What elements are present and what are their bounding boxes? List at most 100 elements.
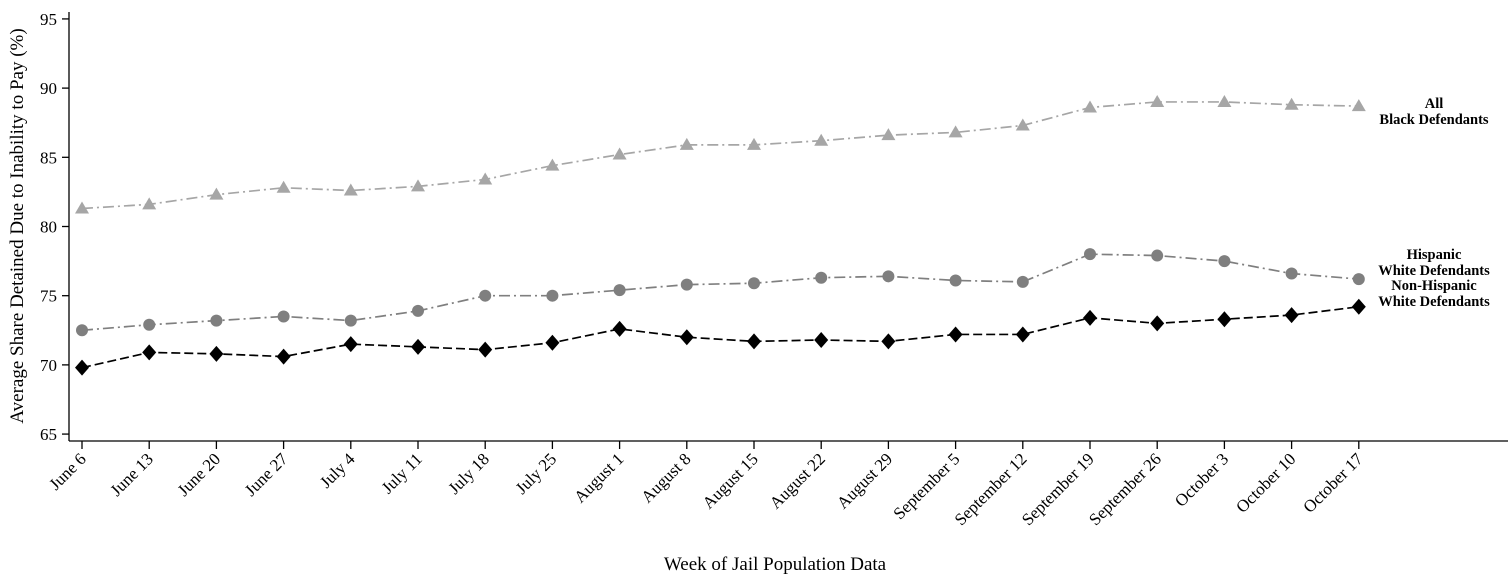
data-point-diamond	[545, 334, 560, 351]
data-point-circle	[882, 270, 895, 283]
y-tick-label: 90	[40, 79, 57, 98]
y-ticks: 65 70 75 80 85 90 95	[40, 10, 69, 444]
data-point-diamond	[814, 331, 829, 348]
series-label: All Black Defendants	[1379, 96, 1489, 128]
data-point-triangle	[276, 180, 291, 193]
data-point-circle	[1084, 248, 1096, 261]
data-point-circle	[546, 289, 559, 302]
data-point-circle	[613, 284, 626, 297]
data-point-triangle	[1351, 99, 1366, 112]
data-point-circle	[412, 304, 424, 317]
x-tick-label: July 25	[512, 449, 561, 498]
data-point-circle	[344, 314, 357, 327]
x-tick-label: October 17	[1299, 449, 1367, 517]
data-point-circle	[1352, 273, 1365, 286]
data-point-triangle	[948, 125, 963, 138]
data-point-circle	[949, 274, 962, 287]
y-tick-label: 70	[40, 356, 57, 375]
series-label: Non-Hispanic White Defendants	[1378, 278, 1490, 310]
x-tick-label: September 5	[890, 449, 964, 523]
data-point-circle	[1285, 267, 1298, 280]
series-label-line: White Defendants	[1378, 263, 1490, 279]
x-tick-label: September 26	[1085, 449, 1165, 529]
data-point-triangle	[545, 158, 560, 171]
x-tick-label: August 8	[637, 449, 694, 506]
data-point-diamond	[1217, 311, 1232, 328]
data-point-diamond	[1150, 315, 1165, 332]
y-tick-label: 95	[40, 10, 57, 29]
series-label-line: Black Defendants	[1379, 112, 1489, 128]
x-tick-label: August 1	[570, 449, 627, 506]
series-label-line: Non-Hispanic	[1391, 278, 1477, 294]
data-point-circle	[277, 310, 290, 323]
y-axis: 65 70 75 80 85 90 95	[40, 10, 70, 444]
data-point-circle	[76, 324, 88, 337]
data-point-diamond	[75, 359, 89, 376]
data-point-triangle	[679, 137, 694, 150]
data-point-circle	[748, 277, 760, 290]
data-point-triangle	[814, 133, 829, 146]
x-tick-label: June 27	[241, 449, 292, 500]
data-point-diamond	[1351, 298, 1366, 315]
data-point-circle	[1016, 275, 1029, 288]
data-point-circle	[1218, 255, 1231, 268]
data-point-triangle	[411, 179, 425, 192]
data-point-circle	[815, 271, 828, 284]
series-label-line: White Defendants	[1378, 294, 1490, 310]
series-2	[75, 298, 1366, 376]
data-point-diamond	[142, 344, 157, 361]
y-tick-label: 65	[40, 425, 57, 444]
x-tick-label: June 6	[45, 449, 89, 493]
data-point-triangle	[478, 172, 493, 185]
x-tick-label: October 3	[1171, 449, 1232, 510]
y-tick-label: 75	[40, 287, 57, 306]
data-point-diamond	[679, 329, 694, 346]
data-point-diamond	[478, 341, 493, 358]
data-point-diamond	[209, 345, 224, 362]
x-axis-title: Week of Jail Population Data	[664, 554, 887, 575]
series-label-line: Hispanic	[1407, 247, 1462, 263]
x-tick-label: August 29	[833, 449, 896, 512]
x-tick-label: October 10	[1232, 449, 1299, 516]
data-point-circle	[210, 314, 223, 327]
data-point-diamond	[948, 326, 963, 343]
data-point-diamond	[1284, 307, 1299, 324]
series-0	[75, 94, 1366, 214]
data-point-triangle	[1015, 118, 1030, 131]
data-point-circle	[680, 278, 693, 291]
x-tick-label: July 18	[445, 449, 494, 498]
y-tick-label: 80	[40, 218, 57, 237]
data-point-triangle	[1083, 100, 1097, 113]
data-point-triangle	[75, 201, 89, 214]
series-line	[81, 101, 1359, 210]
x-tick-label: June 13	[107, 449, 158, 500]
data-point-circle	[479, 289, 492, 302]
x-tick-label: July 4	[316, 449, 359, 492]
data-point-triangle	[1150, 94, 1165, 107]
series-line	[81, 253, 1359, 332]
data-point-triangle	[209, 187, 224, 200]
data-point-triangle	[343, 183, 358, 196]
data-point-diamond	[276, 348, 291, 365]
series-layer	[75, 94, 1366, 376]
series-line	[81, 305, 1359, 369]
data-point-triangle	[1284, 97, 1299, 110]
data-point-triangle	[747, 137, 761, 150]
data-point-triangle	[142, 197, 157, 210]
data-point-diamond	[1083, 309, 1097, 326]
data-point-circle	[1151, 249, 1164, 262]
x-ticks: June 6 June 13 June 20 June 27 July 4 July 11…	[45, 441, 1367, 529]
data-point-diamond	[612, 320, 627, 337]
x-axis: June 6 June 13 June 20 June 27 July 4 July 11…	[45, 440, 1508, 529]
data-point-triangle	[1217, 94, 1232, 107]
y-tick-label: 85	[40, 148, 57, 167]
series-label: Hispanic White Defendants	[1378, 247, 1490, 279]
series-label-line: All	[1425, 96, 1444, 112]
y-axis-title: Average Share Detained Due to Inability …	[7, 28, 28, 423]
x-tick-label: June 20	[174, 449, 225, 500]
data-point-diamond	[881, 333, 896, 350]
data-point-circle	[143, 318, 156, 331]
data-point-diamond	[747, 333, 761, 350]
